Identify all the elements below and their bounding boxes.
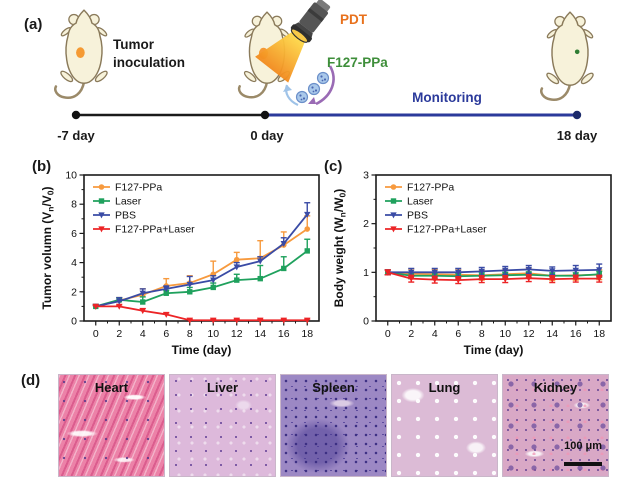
pdt-laser-device: [255, 0, 331, 83]
svg-text:Laser: Laser: [407, 196, 434, 208]
svg-text:18: 18: [301, 328, 313, 340]
svg-text:4: 4: [140, 328, 146, 340]
panel-c-label: (c): [324, 158, 343, 175]
organ-label: Kidney: [533, 380, 578, 395]
organ-label: Liver: [206, 380, 239, 395]
svg-text:16: 16: [278, 328, 290, 340]
svg-text:8: 8: [71, 199, 77, 211]
tumor-volume-chart: 0 2 4 6 8 10 12 14 16 18 0 2 4 6 8 10 Time (day) Tumor vo…: [40, 163, 325, 363]
svg-text:F127-PPa+Laser: F127-PPa+Laser: [115, 224, 195, 236]
svg-text:PBS: PBS: [407, 210, 428, 222]
histology-image-liver: Liver: [169, 374, 276, 477]
svg-text:F127-PPa: F127-PPa: [407, 182, 454, 194]
histology-image-spleen: Spleen: [280, 374, 387, 477]
svg-text:Tumor volumn (Vn/V0): Tumor volumn (Vn/V0): [40, 186, 56, 309]
panel-a-label: (a): [24, 16, 43, 33]
nanoparticle-icon: [295, 71, 330, 104]
timeline-end-label: 18 day: [557, 128, 598, 143]
svg-text:0: 0: [385, 328, 391, 340]
svg-text:10: 10: [207, 328, 219, 340]
svg-text:2: 2: [408, 328, 414, 340]
timeline-start-label: -7 day: [57, 128, 95, 143]
svg-text:10: 10: [499, 328, 511, 340]
svg-text:14: 14: [254, 328, 266, 340]
svg-text:12: 12: [523, 328, 535, 340]
svg-text:F127-PPa+Laser: F127-PPa+Laser: [407, 224, 487, 236]
histology-image-heart: Heart: [58, 374, 165, 477]
svg-text:14: 14: [546, 328, 558, 340]
histology-image-lung: Lung: [391, 374, 498, 477]
tumor-spot-orange: [76, 47, 85, 59]
timeline-dot-mid: [260, 110, 270, 120]
svg-text:2: 2: [71, 286, 77, 298]
svg-text:PBS: PBS: [115, 210, 136, 222]
organ-label: Lung: [428, 380, 461, 395]
svg-text:12: 12: [231, 328, 243, 340]
svg-text:4: 4: [71, 257, 77, 269]
mouse-day-minus7: [54, 8, 110, 99]
svg-text:16: 16: [570, 328, 582, 340]
svg-text:4: 4: [432, 328, 438, 340]
panel-b-label: (b): [32, 158, 52, 175]
laser-beam: [255, 29, 307, 83]
svg-text:2: 2: [116, 328, 122, 340]
timeline-mid-label: 0 day: [250, 128, 284, 143]
svg-text:Laser: Laser: [115, 196, 142, 208]
svg-text:1: 1: [363, 267, 369, 279]
svg-text:6: 6: [455, 328, 461, 340]
scale-bar: 100 μm: [564, 440, 602, 471]
treatment-schema-panel: PDT F127-PPa Monitoring -7 day 0 day 18 …: [54, 0, 598, 143]
svg-text:2: 2: [363, 218, 369, 230]
tumor-spot-green: [574, 49, 580, 55]
svg-text:3: 3: [363, 170, 369, 182]
svg-text:8: 8: [187, 328, 193, 340]
pdt-label: PDT: [340, 12, 368, 27]
f127-ppa-label: F127-PPa: [327, 55, 388, 70]
timeline: [71, 110, 582, 120]
svg-text:0: 0: [71, 316, 77, 328]
scale-bar-label: 100 μm: [564, 440, 602, 452]
svg-text:Body weight (Wn/W0): Body weight (Wn/W0): [332, 189, 348, 308]
body-weight-chart: 0 2 4 6 8 10 12 14 16 18 0 1 2 3 Time (day) Body weight…: [332, 163, 617, 363]
svg-text:6: 6: [163, 328, 169, 340]
organ-label: Spleen: [312, 380, 355, 395]
svg-text:10: 10: [65, 170, 77, 182]
svg-text:Time (day): Time (day): [172, 343, 232, 357]
timeline-dot-start: [71, 110, 81, 120]
scale-bar-line: [564, 462, 602, 466]
mouse-day-18: [540, 10, 596, 101]
monitoring-label: Monitoring: [412, 90, 482, 105]
nanoparticle-injection-arrows: [283, 65, 335, 107]
histology-row: Heart Liver Spleen Lung Kidney 100 μm: [58, 374, 614, 477]
organ-label: Heart: [94, 380, 129, 395]
svg-text:F127-PPa: F127-PPa: [115, 182, 162, 194]
svg-text:0: 0: [93, 328, 99, 340]
tumor-inoculation-label: Tumor inoculation: [113, 37, 185, 71]
histology-image-kidney: Kidney 100 μm: [502, 374, 609, 477]
svg-text:18: 18: [593, 328, 605, 340]
svg-text:8: 8: [479, 328, 485, 340]
svg-text:0: 0: [363, 316, 369, 328]
panel-d-label: (d): [21, 372, 41, 389]
svg-text:Time (day): Time (day): [464, 343, 524, 357]
timeline-dot-end: [572, 110, 582, 120]
svg-text:6: 6: [71, 228, 77, 240]
